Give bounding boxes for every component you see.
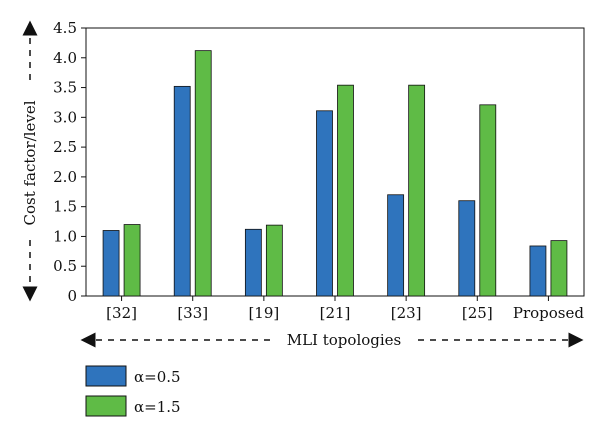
- y-axis-ticks: 0 0.5 1.0 1.5 2.0 2.5 3.0 3.5 4.0 4.5: [53, 19, 86, 305]
- legend-swatch-series-0: [85, 365, 127, 387]
- bar-series-1-4: [408, 84, 426, 297]
- y-axis-label: Cost factor/level: [21, 100, 39, 225]
- x-tick-label: [33]: [177, 304, 208, 322]
- bar-series-1-3: [337, 84, 354, 297]
- y-tick-label: 2.0: [53, 168, 77, 186]
- x-tick-label: [32]: [106, 304, 137, 322]
- bar-series-0-5: [458, 200, 476, 297]
- legend-label-series-0: α=0.5: [134, 368, 181, 386]
- x-axis-label-group: MLI topologies: [80, 331, 584, 349]
- legend-label-series-1: α=1.5: [134, 398, 181, 416]
- y-tick-label: 4.5: [53, 19, 77, 37]
- y-tick-label: 2.5: [53, 138, 77, 156]
- bar-series-1-2: [265, 224, 283, 297]
- bar-series-1-6: [550, 240, 568, 297]
- legend: α=0.5 α=1.5: [85, 365, 181, 417]
- y-axis-label-group: Cost factor/level: [21, 20, 39, 302]
- x-tick-label: [21]: [320, 304, 351, 322]
- y-tick-label: 3.5: [53, 79, 77, 97]
- bar-series-0-0: [102, 230, 120, 297]
- bar-series-0-4: [387, 194, 405, 297]
- bar-series-0-2: [244, 228, 262, 297]
- x-tick-label: [23]: [391, 304, 422, 322]
- x-tick-label: [19]: [248, 304, 279, 322]
- bars: [102, 50, 568, 297]
- bar-series-1-1: [194, 50, 212, 297]
- y-tick-label: 3.0: [53, 108, 77, 126]
- x-tick-label: [25]: [462, 304, 493, 322]
- bar-series-0-1: [173, 85, 191, 297]
- y-tick-label: 0: [67, 287, 77, 305]
- y-tick-label: 4.0: [53, 49, 77, 67]
- x-axis-label: MLI topologies: [287, 331, 402, 349]
- x-axis-ticks: [32] [33] [19] [21] [23] [25] Proposed: [106, 296, 584, 322]
- x-tick-label: Proposed: [513, 304, 585, 322]
- y-tick-label: 1.5: [53, 198, 77, 216]
- bar-series-0-3: [316, 110, 333, 297]
- plot-frame: [85, 27, 585, 297]
- y-tick-label: 1.0: [53, 227, 77, 245]
- bar-series-0-6: [529, 245, 547, 297]
- bar-series-1-5: [479, 104, 497, 297]
- bar-series-1-0: [123, 224, 141, 297]
- legend-swatch-series-1: [85, 395, 127, 417]
- y-tick-label: 0.5: [53, 257, 77, 275]
